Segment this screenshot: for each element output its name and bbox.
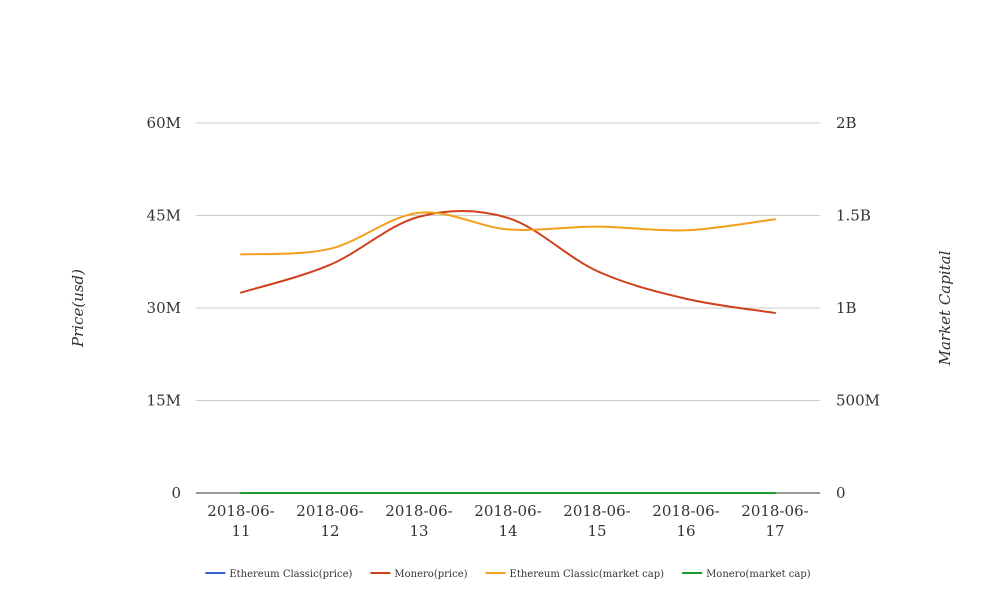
gridlines [196,123,820,493]
series-lines [241,211,775,493]
right-tick-label: 500M [836,392,880,410]
x-tick-label: 2018-06-16 [652,502,719,540]
series-line-monero-price [241,211,775,313]
x-tick-label: 2018-06-11 [207,502,274,540]
right-tick-label: 2B [836,114,857,132]
legend: Ethereum Classic(price) Monero(price) Ethe… [205,569,810,580]
legend-item: Ethereum Classic(market cap) [486,569,665,580]
left-tick-label: 45M [147,207,181,225]
left-tick-label: 15M [147,392,181,410]
right-tick-label: 0 [836,484,846,502]
legend-item: Monero(price) [370,569,467,580]
right-axis: 0 500M 1B 1.5B 2B [836,114,880,502]
left-axis: 0 15M 30M 45M 60M [147,114,181,502]
legend-label: Ethereum Classic(market cap) [510,569,665,580]
x-tick-label: 2018-06-12 [296,502,363,540]
left-tick-label: 30M [147,299,181,317]
legend-item: Monero(market cap) [682,569,811,580]
x-tick-label: 2018-06-15 [563,502,630,540]
right-axis-title: Market Capital [936,250,954,366]
x-tick-label: 2018-06-14 [474,502,541,540]
legend-label: Monero(market cap) [706,569,811,580]
right-tick-label: 1.5B [836,207,871,225]
left-axis-title: Price(usd) [69,269,87,348]
x-axis: 2018-06-11 2018-06-12 2018-06-13 2018-06-14… [207,502,808,540]
right-tick-label: 1B [836,299,857,317]
x-tick-label: 2018-06-17 [741,502,808,540]
left-tick-label: 0 [171,484,181,502]
legend-label: Ethereum Classic(price) [229,569,352,580]
left-tick-label: 60M [147,114,181,132]
legend-item: Ethereum Classic(price) [205,569,352,580]
x-tick-label: 2018-06-13 [385,502,452,540]
legend-label: Monero(price) [394,569,467,580]
